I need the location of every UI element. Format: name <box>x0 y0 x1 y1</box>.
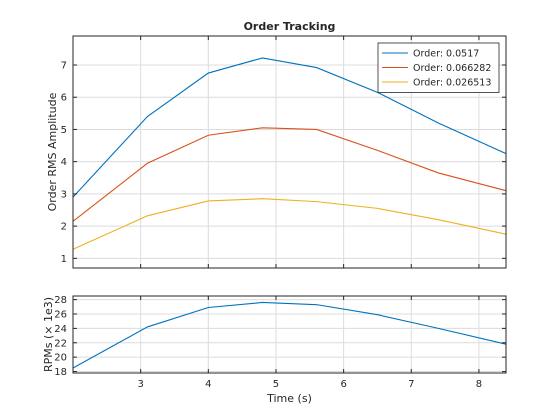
y-axis-label-1: RPMs (× 1e3) <box>42 297 55 372</box>
x-axis-label: Time (s) <box>266 392 312 405</box>
legend: Order: 0.0517 Order: 0.066282 Order: 0.026… <box>377 42 500 93</box>
y-tick-label-0-3: 4 <box>61 157 67 168</box>
axes-frame-1 <box>72 295 507 374</box>
legend-label-2: Order: 0.026513 <box>413 78 491 89</box>
y-tick-label-0-1: 2 <box>61 222 67 233</box>
y-tick-label-0-4: 5 <box>61 125 67 136</box>
y-tick-label-1-3: 24 <box>54 324 67 335</box>
legend-label-1: Order: 0.066282 <box>413 63 491 74</box>
gridlines-1 <box>73 296 506 373</box>
plot-area-1 <box>73 296 506 373</box>
legend-label-0: Order: 0.0517 <box>413 49 479 60</box>
y-tick-label-1-1: 20 <box>54 353 67 364</box>
y-tick-label-1-0: 18 <box>54 367 67 378</box>
axes-frame-0 <box>72 35 507 269</box>
y-tick-label-0-2: 3 <box>61 189 67 200</box>
x-tick-label-2: 5 <box>273 379 279 390</box>
gridlines-0 <box>73 36 506 268</box>
chart-axes-0: 1 2 3 4 5 6 7 Order Tracking Order RMS Amplitude… <box>46 20 507 269</box>
series-line-0-1 <box>72 127 507 222</box>
chart-title: Order Tracking <box>244 20 336 33</box>
y-tick-label-1-2: 22 <box>54 338 67 349</box>
x-tick-label-4: 7 <box>408 379 414 390</box>
x-tick-label-0: 3 <box>137 379 143 390</box>
series-line-0-0 <box>72 57 507 198</box>
x-tick-label-5: 8 <box>476 379 482 390</box>
y-axis-label-0: Order RMS Amplitude <box>46 92 59 211</box>
series-line-1-0 <box>72 301 507 369</box>
y-tick-label-1-5: 28 <box>54 295 67 306</box>
series-line-0-2 <box>72 198 507 250</box>
y-tick-label-0-5: 6 <box>61 93 67 104</box>
y-tick-label-0-6: 7 <box>61 61 67 72</box>
y-tick-label-1-4: 26 <box>54 309 67 320</box>
x-tick-label-1: 4 <box>205 379 211 390</box>
x-tick-label-3: 6 <box>340 379 346 390</box>
y-tick-label-0-0: 1 <box>61 254 67 265</box>
